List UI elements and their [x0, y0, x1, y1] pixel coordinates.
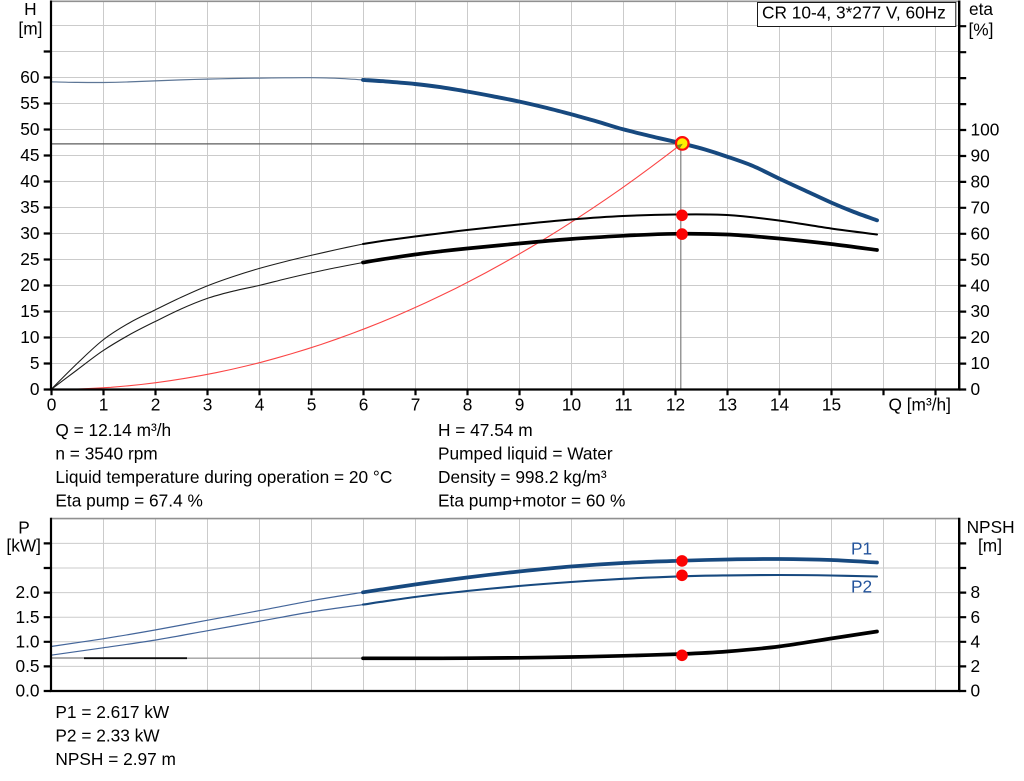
svg-text:8: 8	[971, 582, 981, 602]
svg-text:10: 10	[20, 327, 39, 347]
svg-text:P1: P1	[851, 538, 872, 558]
svg-text:P1 = 2.617 kW: P1 = 2.617 kW	[55, 702, 170, 722]
svg-text:0: 0	[30, 379, 40, 399]
svg-text:1.5: 1.5	[15, 607, 39, 627]
svg-text:10: 10	[971, 353, 990, 373]
svg-text:[%]: [%]	[969, 20, 994, 40]
svg-text:40: 40	[20, 171, 39, 191]
svg-text:NPSH: NPSH	[967, 517, 1015, 537]
svg-text:3: 3	[203, 395, 213, 415]
svg-text:14: 14	[770, 395, 790, 415]
svg-text:30: 30	[20, 223, 39, 243]
svg-text:0: 0	[971, 681, 981, 701]
svg-text:[kW]: [kW]	[6, 536, 41, 556]
svg-text:[m]: [m]	[978, 536, 1002, 556]
svg-text:H = 47.54 m: H = 47.54 m	[438, 420, 533, 440]
svg-text:Q [m³/h]: Q [m³/h]	[889, 395, 951, 415]
svg-text:55: 55	[20, 93, 39, 113]
svg-text:10: 10	[562, 395, 581, 415]
svg-text:60: 60	[20, 67, 39, 87]
svg-text:0: 0	[971, 379, 981, 399]
svg-text:CR 10-4, 3*277 V, 60Hz: CR 10-4, 3*277 V, 60Hz	[762, 2, 946, 22]
svg-text:4: 4	[971, 631, 981, 651]
svg-text:0: 0	[47, 395, 57, 415]
svg-text:12: 12	[666, 395, 685, 415]
svg-text:Density = 998.2 kg/m³: Density = 998.2 kg/m³	[438, 467, 607, 487]
svg-text:50: 50	[971, 249, 990, 269]
svg-text:60: 60	[971, 223, 990, 243]
svg-text:8: 8	[463, 395, 473, 415]
svg-text:1: 1	[99, 395, 109, 415]
svg-text:H: H	[24, 0, 36, 19]
svg-text:Eta pump = 67.4 %: Eta pump = 67.4 %	[55, 490, 202, 510]
svg-text:[m]: [m]	[18, 19, 42, 39]
svg-text:n = 3540 rpm: n = 3540 rpm	[55, 443, 157, 463]
svg-text:70: 70	[971, 197, 990, 217]
svg-text:11: 11	[615, 395, 633, 415]
svg-text:2: 2	[151, 395, 161, 415]
svg-text:eta: eta	[969, 0, 993, 19]
svg-text:20: 20	[971, 327, 990, 347]
svg-text:Liquid temperature during oper: Liquid temperature during operation = 20…	[55, 467, 392, 487]
svg-text:6: 6	[359, 395, 369, 415]
svg-text:7: 7	[411, 395, 421, 415]
svg-text:0.0: 0.0	[15, 681, 39, 701]
svg-text:5: 5	[30, 353, 40, 373]
svg-text:20: 20	[20, 275, 39, 295]
svg-text:35: 35	[20, 197, 39, 217]
svg-text:4: 4	[255, 395, 265, 415]
svg-text:Q = 12.14 m³/h: Q = 12.14 m³/h	[55, 420, 171, 440]
svg-text:0.5: 0.5	[15, 656, 39, 676]
svg-text:P: P	[18, 518, 30, 538]
svg-text:6: 6	[971, 607, 981, 627]
svg-text:5: 5	[307, 395, 317, 415]
svg-text:100: 100	[971, 120, 1000, 140]
svg-text:90: 90	[971, 146, 990, 166]
svg-text:25: 25	[20, 249, 39, 269]
svg-text:40: 40	[971, 275, 990, 295]
svg-text:9: 9	[515, 395, 525, 415]
svg-text:2.0: 2.0	[15, 582, 39, 602]
svg-text:Eta pump+motor = 60 %: Eta pump+motor = 60 %	[438, 490, 625, 510]
svg-text:50: 50	[20, 119, 39, 139]
svg-text:80: 80	[971, 172, 990, 192]
svg-text:P2 = 2.33 kW: P2 = 2.33 kW	[55, 726, 160, 746]
svg-text:45: 45	[20, 145, 39, 165]
svg-text:2: 2	[971, 656, 981, 676]
svg-text:30: 30	[971, 301, 990, 321]
svg-text:1.0: 1.0	[15, 631, 39, 651]
svg-text:15: 15	[822, 395, 841, 415]
svg-text:NPSH = 2.97 m: NPSH = 2.97 m	[55, 749, 176, 769]
svg-text:P2: P2	[851, 576, 872, 596]
svg-text:15: 15	[20, 301, 39, 321]
svg-text:Pumped liquid = Water: Pumped liquid = Water	[438, 443, 613, 463]
svg-text:13: 13	[718, 395, 737, 415]
